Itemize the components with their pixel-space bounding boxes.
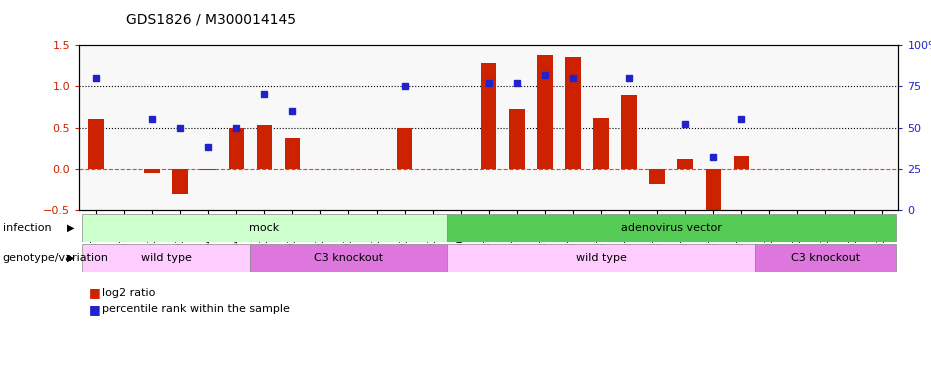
Bar xyxy=(88,119,103,169)
Bar xyxy=(200,169,216,170)
Bar xyxy=(755,244,896,272)
Bar xyxy=(82,214,447,242)
Bar xyxy=(285,138,300,169)
Bar xyxy=(706,169,721,211)
Text: mock: mock xyxy=(250,223,279,233)
Bar xyxy=(481,63,496,169)
Text: adenovirus vector: adenovirus vector xyxy=(621,223,722,233)
Bar xyxy=(397,128,412,169)
Bar xyxy=(82,244,250,272)
Text: log2 ratio: log2 ratio xyxy=(102,288,155,297)
Text: percentile rank within the sample: percentile rank within the sample xyxy=(102,304,290,314)
Text: genotype/variation: genotype/variation xyxy=(3,253,109,263)
Bar xyxy=(250,244,447,272)
Bar xyxy=(734,156,749,169)
Bar xyxy=(447,214,896,242)
Bar xyxy=(172,169,188,194)
Text: C3 knockout: C3 knockout xyxy=(791,253,860,263)
Text: wild type: wild type xyxy=(575,253,627,263)
Text: GDS1826 / M300014145: GDS1826 / M300014145 xyxy=(126,12,296,26)
Bar xyxy=(509,110,524,169)
Bar xyxy=(537,55,553,169)
Text: wild type: wild type xyxy=(141,253,192,263)
Bar xyxy=(650,169,665,184)
Bar xyxy=(678,159,693,169)
Text: ■: ■ xyxy=(88,286,101,299)
Text: C3 knockout: C3 knockout xyxy=(314,253,383,263)
Bar xyxy=(621,94,637,169)
Text: ▶: ▶ xyxy=(67,253,74,263)
Text: ▶: ▶ xyxy=(67,223,74,233)
Bar xyxy=(228,128,244,169)
Text: ■: ■ xyxy=(88,303,101,316)
Bar xyxy=(144,169,160,173)
Text: infection: infection xyxy=(3,223,51,233)
Bar xyxy=(593,118,609,169)
Bar xyxy=(565,57,581,169)
Bar xyxy=(447,244,755,272)
Bar xyxy=(257,125,272,169)
